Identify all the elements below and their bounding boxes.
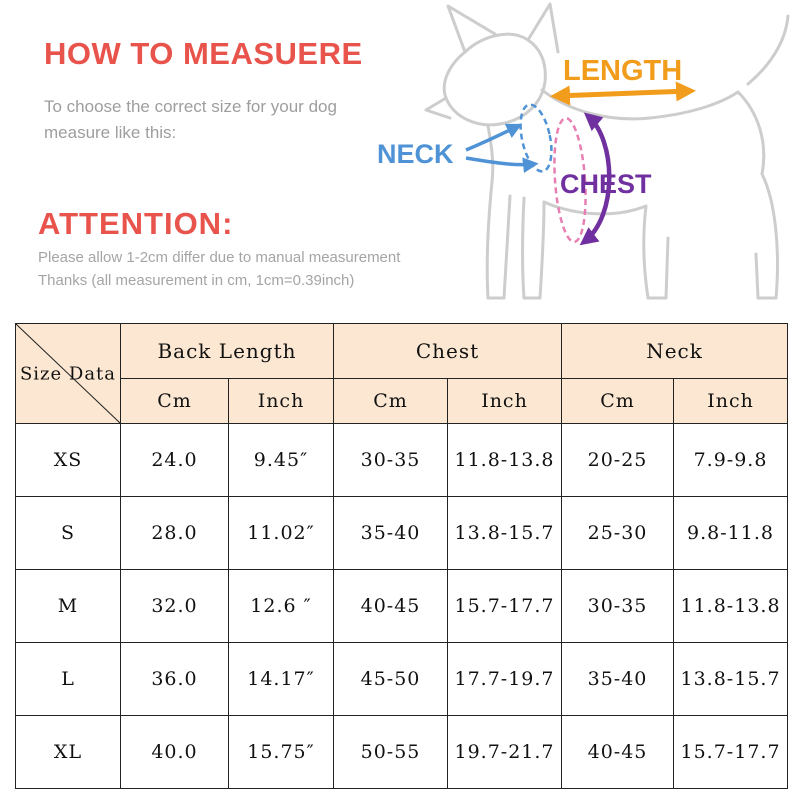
dog-measurement-diagram	[424, 2, 790, 300]
group-header-chest: Chest	[332, 323, 563, 379]
table-cell: 11.8-13.8	[673, 569, 789, 643]
size-table: Size Data Back Length Chest Neck Cm Inch…	[15, 323, 789, 789]
table-cell: 28.0	[120, 496, 229, 570]
unit-header: Inch	[228, 378, 334, 424]
group-header-neck: Neck	[561, 323, 789, 379]
table-cell: 15.75″	[228, 715, 334, 789]
unit-header: Cm	[333, 378, 448, 424]
table-row-m: M 32.0 12.6 ″ 40-45 15.7-17.7 30-35 11.8…	[15, 569, 789, 643]
table-cell: 45-50	[333, 642, 448, 716]
page-title: HOW TO MEASUERE	[44, 36, 363, 71]
table-cell: 30-35	[333, 423, 448, 497]
table-cell: 14.17″	[228, 642, 334, 716]
table-row-l: L 36.0 14.17″ 45-50 17.7-19.7 35-40 13.8…	[15, 642, 789, 716]
neck-arrows	[465, 123, 539, 174]
table-cell: 40-45	[333, 569, 448, 643]
table-row-s: S 28.0 11.02″ 35-40 13.8-15.7 25-30 9.8-…	[15, 496, 789, 570]
table-cell: 9.8-11.8	[673, 496, 789, 570]
table-row-xs: XS 24.0 9.45″ 30-35 11.8-13.8 20-25 7.9-…	[15, 423, 789, 497]
table-cell: 13.8-15.7	[446, 496, 563, 570]
size-cell: S	[15, 496, 121, 570]
table-cell: 32.0	[120, 569, 229, 643]
attention-title: ATTENTION:	[38, 206, 234, 241]
corner-diagonal-line	[16, 324, 120, 423]
table-cell: 19.7-21.7	[446, 715, 563, 789]
length-label: LENGTH	[563, 55, 683, 87]
size-cell: XS	[15, 423, 121, 497]
unit-header: Inch	[673, 378, 789, 424]
size-cell: M	[15, 569, 121, 643]
chest-arrow	[579, 112, 612, 246]
table-cell: 40-45	[561, 715, 675, 789]
chest-label: CHEST	[560, 169, 652, 199]
table-cell: 7.9-9.8	[673, 423, 789, 497]
table-cell: 9.45″	[228, 423, 334, 497]
subtitle-text: To choose the correct size for your dog …	[44, 97, 337, 142]
table-cell: 40.0	[120, 715, 229, 789]
table-cell: 50-55	[333, 715, 448, 789]
table-cell: 36.0	[120, 642, 229, 716]
unit-header: Cm	[120, 378, 229, 424]
table-cell: 20-25	[561, 423, 675, 497]
neck-measure-line	[519, 103, 553, 173]
table-cell: 13.8-15.7	[673, 642, 789, 716]
size-cell: XL	[15, 715, 121, 789]
table-cell: 35-40	[333, 496, 448, 570]
attention-note-2: Thanks (all measurement in cm, 1cm=0.39i…	[38, 272, 355, 289]
table-cell: 24.0	[120, 423, 229, 497]
unit-header: Inch	[446, 378, 563, 424]
table-cell: 12.6 ″	[228, 569, 334, 643]
table-unit-header-row: Cm Inch Cm Inch Cm Inch	[16, 378, 789, 424]
dog-outline	[424, 2, 790, 300]
table-cell: 35-40	[561, 642, 675, 716]
table-group-header-row: Size Data Back Length Chest Neck	[15, 323, 789, 424]
table-cell: 25-30	[561, 496, 675, 570]
table-cell: 15.7-17.7	[673, 715, 789, 789]
group-header-back-length: Back Length	[120, 323, 334, 379]
corner-label: Size Data	[19, 363, 117, 384]
length-arrow	[550, 81, 696, 106]
unit-header: Cm	[561, 378, 675, 424]
table-cell: 11.8-13.8	[446, 423, 563, 497]
table-cell: 15.7-17.7	[446, 569, 563, 643]
attention-note-1: Please allow 1-2cm differ due to manual …	[38, 249, 401, 266]
size-cell: L	[15, 642, 121, 716]
neck-label: NECK	[377, 139, 454, 169]
corner-cell: Size Data	[15, 323, 121, 424]
table-cell: 11.02″	[228, 496, 334, 570]
table-row-xl: XL 40.0 15.75″ 50-55 19.7-21.7 40-45 15.…	[15, 715, 789, 789]
table-cell: 30-35	[561, 569, 675, 643]
table-cell: 17.7-19.7	[446, 642, 563, 716]
